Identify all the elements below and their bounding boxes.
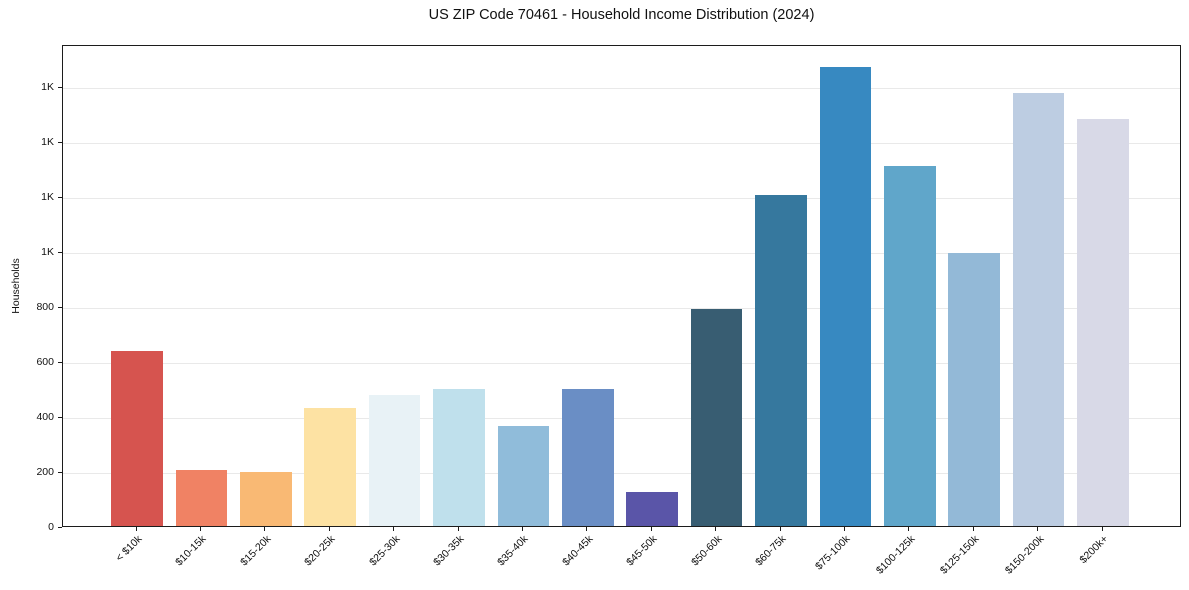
y-tick-label: 200 [36, 466, 54, 479]
gridline [63, 417, 1180, 419]
gridline [63, 87, 1180, 89]
x-tick-mark [135, 527, 137, 531]
gridline [63, 307, 1180, 309]
gridline [63, 197, 1180, 199]
y-tick-label: 1K [41, 81, 54, 94]
bar-15-20k [240, 471, 292, 526]
gridline [63, 252, 1180, 254]
bar-60-75k [755, 194, 807, 526]
y-tick-mark [58, 141, 62, 143]
bar-125-150k [948, 253, 1000, 526]
x-tick-label: < $10k [113, 533, 145, 564]
x-tick-mark [199, 527, 201, 531]
x-tick-mark [1101, 527, 1103, 531]
bar-75-100k [819, 67, 872, 526]
y-tick-mark [58, 86, 62, 88]
x-tick-mark [1037, 527, 1039, 531]
x-tick-mark [264, 527, 266, 531]
x-tick-mark [521, 527, 523, 531]
x-tick-mark [457, 527, 459, 531]
bar-20-25k [304, 408, 356, 526]
y-tick-label: 1K [41, 191, 54, 204]
x-tick-mark [908, 527, 910, 531]
bar-40-45k [562, 388, 614, 526]
bar-30-35k [433, 388, 485, 526]
bar-45-50k [626, 491, 678, 526]
gridline [63, 472, 1180, 474]
y-tick-label: 800 [36, 301, 54, 314]
y-tick-mark [58, 196, 62, 198]
y-tick-label: 1K [41, 246, 54, 259]
bar-200k [1077, 118, 1129, 526]
gridline [63, 142, 1180, 144]
bar-10k [111, 350, 163, 526]
bar-150-200k [1012, 92, 1065, 526]
x-tick-mark [393, 527, 395, 531]
bar-100-125k [884, 166, 936, 526]
y-tick-mark [58, 361, 62, 363]
x-tick-mark [779, 527, 781, 531]
y-tick-label: 0 [48, 521, 54, 533]
bar-50-60k [690, 309, 743, 526]
x-tick-mark [650, 527, 652, 531]
y-tick-mark [58, 471, 62, 473]
bar-35-40k [497, 425, 550, 526]
y-tick-label: 600 [36, 356, 54, 369]
plot-area [62, 45, 1181, 527]
y-tick-mark [58, 306, 62, 308]
x-tick-mark [586, 527, 588, 531]
y-tick-label: 400 [36, 411, 54, 424]
y-tick-mark [58, 251, 62, 253]
y-tick-label: 1K [41, 136, 54, 149]
x-tick-mark [715, 527, 717, 531]
y-tick-mark [58, 526, 62, 528]
gridline [63, 362, 1180, 364]
y-tick-mark [58, 416, 62, 418]
x-tick-mark [843, 527, 845, 531]
bar-10-15k [175, 469, 228, 526]
x-tick-mark [328, 527, 330, 531]
x-tick-mark [972, 527, 974, 531]
chart-title: US ZIP Code 70461 - Household Income Dis… [428, 7, 815, 23]
bar-25-30k [368, 394, 421, 526]
